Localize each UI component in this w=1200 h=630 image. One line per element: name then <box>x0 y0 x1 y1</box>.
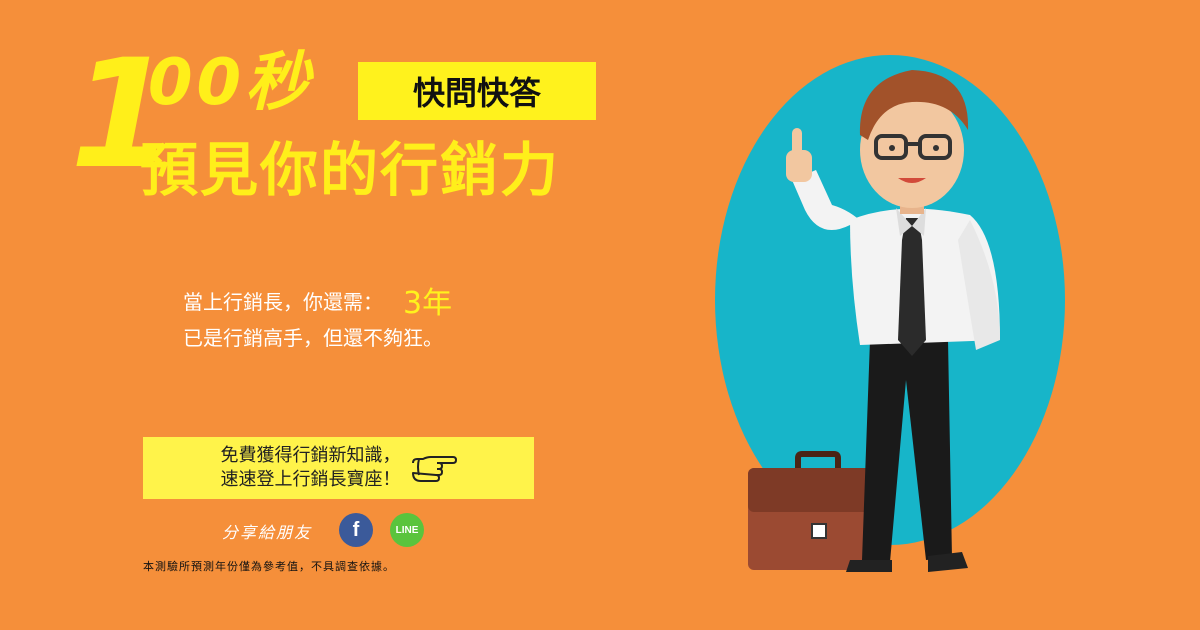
page-title: 預見你的行銷力 <box>140 130 560 210</box>
disclaimer: 本測驗所預測年份僅為參考值，不具調查依據。 <box>143 558 395 574</box>
line-share-icon[interactable]: LINE <box>390 513 424 547</box>
pointing-hand-icon <box>409 453 457 483</box>
quiz-tag: 快問快答 <box>358 62 596 120</box>
cta-line-1: 免費獲得行銷新知識， <box>221 444 401 468</box>
businessman-illustration <box>700 40 1120 600</box>
cta-button[interactable]: 免費獲得行銷新知識， 速速登上行銷長寶座！ <box>143 437 534 499</box>
share-label: 分享給朋友 <box>222 519 312 543</box>
result-label: 當上行銷長，你還需： <box>183 286 383 315</box>
result-line-1: 當上行銷長，你還需： 3年 <box>183 278 452 322</box>
facebook-share-icon[interactable]: f <box>339 513 373 547</box>
title-number-rest: 00秒 <box>148 48 313 118</box>
result-years: 3年 <box>403 278 452 322</box>
cta-text: 免費獲得行銷新知識， 速速登上行銷長寶座！ <box>221 444 401 492</box>
result-line-2: 已是行銷高手，但還不夠狂。 <box>183 322 443 351</box>
cta-line-2: 速速登上行銷長寶座！ <box>221 468 401 492</box>
